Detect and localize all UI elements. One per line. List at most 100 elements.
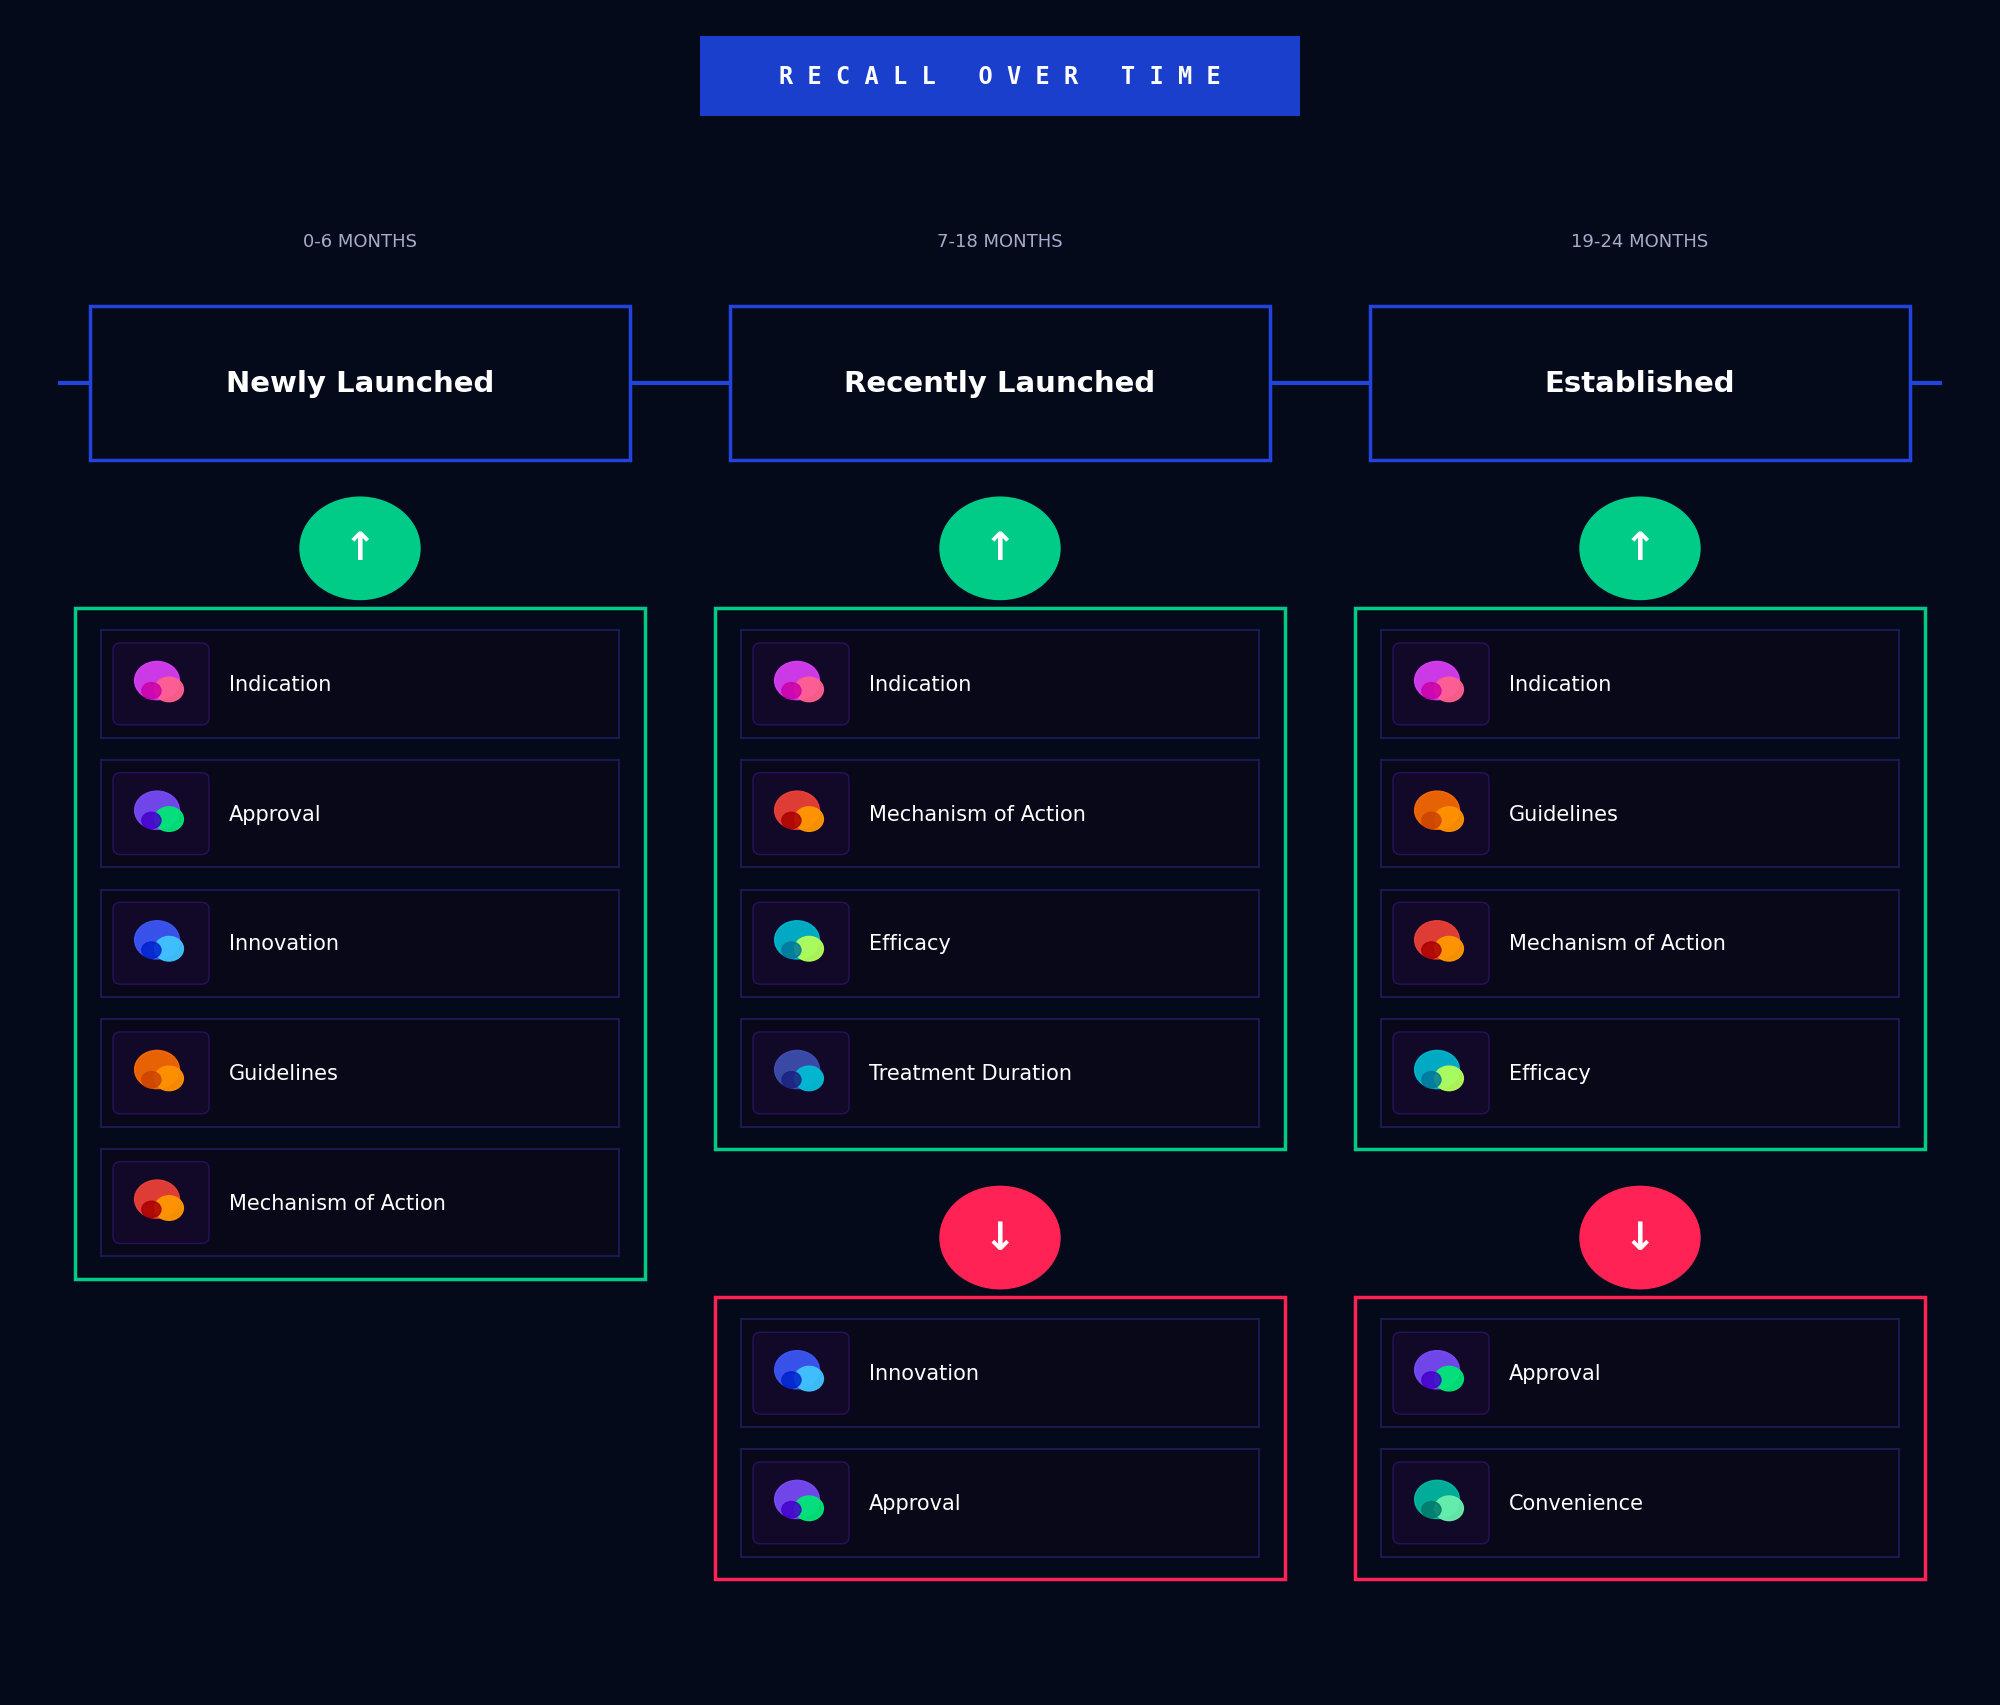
FancyBboxPatch shape <box>1380 1320 1900 1427</box>
Text: Indication: Indication <box>228 675 332 694</box>
FancyBboxPatch shape <box>742 1449 1260 1557</box>
Circle shape <box>1414 1480 1460 1519</box>
FancyBboxPatch shape <box>114 1033 210 1115</box>
FancyBboxPatch shape <box>90 307 630 460</box>
Circle shape <box>134 662 180 701</box>
FancyBboxPatch shape <box>1392 1033 1488 1115</box>
Circle shape <box>1434 938 1464 962</box>
FancyBboxPatch shape <box>114 904 210 985</box>
Circle shape <box>782 943 802 958</box>
Text: ↑: ↑ <box>1624 530 1656 568</box>
FancyBboxPatch shape <box>114 774 210 856</box>
FancyBboxPatch shape <box>716 1298 1286 1579</box>
Circle shape <box>1434 1497 1464 1521</box>
Circle shape <box>1434 1067 1464 1091</box>
Circle shape <box>794 808 824 832</box>
FancyBboxPatch shape <box>754 1033 850 1115</box>
Circle shape <box>1434 808 1464 832</box>
Text: Indication: Indication <box>870 675 972 694</box>
Circle shape <box>1434 1367 1464 1391</box>
Circle shape <box>940 498 1060 600</box>
Circle shape <box>794 1497 824 1521</box>
Circle shape <box>154 1067 184 1091</box>
FancyBboxPatch shape <box>1380 631 1900 738</box>
Circle shape <box>134 921 180 960</box>
Text: Mechanism of Action: Mechanism of Action <box>1510 934 1726 953</box>
Circle shape <box>782 1502 802 1517</box>
FancyBboxPatch shape <box>716 609 1286 1149</box>
Circle shape <box>1422 1502 1440 1517</box>
Text: Mechanism of Action: Mechanism of Action <box>228 1194 446 1212</box>
Circle shape <box>1414 662 1460 701</box>
FancyBboxPatch shape <box>1392 1333 1488 1415</box>
FancyBboxPatch shape <box>100 1149 618 1257</box>
FancyBboxPatch shape <box>1356 1298 1924 1579</box>
Text: ↑: ↑ <box>984 530 1016 568</box>
Circle shape <box>154 1197 184 1221</box>
Text: Treatment Duration: Treatment Duration <box>870 1064 1072 1083</box>
FancyBboxPatch shape <box>754 644 850 726</box>
Circle shape <box>774 921 820 960</box>
Circle shape <box>134 791 180 830</box>
FancyBboxPatch shape <box>1392 904 1488 985</box>
Circle shape <box>774 1350 820 1390</box>
Circle shape <box>774 662 820 701</box>
Circle shape <box>1422 684 1440 699</box>
Circle shape <box>142 1202 160 1217</box>
Text: ↓: ↓ <box>1624 1219 1656 1257</box>
Text: R E C A L L   O V E R   T I M E: R E C A L L O V E R T I M E <box>780 65 1220 89</box>
Circle shape <box>1414 1350 1460 1390</box>
Text: Efficacy: Efficacy <box>870 934 950 953</box>
Text: Approval: Approval <box>870 1494 962 1512</box>
FancyBboxPatch shape <box>742 1020 1260 1127</box>
Circle shape <box>300 498 420 600</box>
FancyBboxPatch shape <box>742 1320 1260 1427</box>
Text: Established: Established <box>1544 370 1736 397</box>
Circle shape <box>794 938 824 962</box>
Circle shape <box>1414 1050 1460 1089</box>
Text: Guidelines: Guidelines <box>1510 805 1618 824</box>
Circle shape <box>1580 1187 1700 1289</box>
Circle shape <box>1422 1072 1440 1088</box>
FancyBboxPatch shape <box>100 631 618 738</box>
Text: Guidelines: Guidelines <box>228 1064 338 1083</box>
Circle shape <box>1414 921 1460 960</box>
Text: Recently Launched: Recently Launched <box>844 370 1156 397</box>
FancyBboxPatch shape <box>76 609 644 1279</box>
Text: Innovation: Innovation <box>870 1364 980 1383</box>
Circle shape <box>940 1187 1060 1289</box>
Circle shape <box>794 679 824 702</box>
Circle shape <box>1422 943 1440 958</box>
FancyBboxPatch shape <box>100 890 618 997</box>
Text: Approval: Approval <box>228 805 322 824</box>
FancyBboxPatch shape <box>742 890 1260 997</box>
FancyBboxPatch shape <box>730 307 1270 460</box>
FancyBboxPatch shape <box>114 1163 210 1245</box>
Circle shape <box>1422 1373 1440 1388</box>
Circle shape <box>1434 679 1464 702</box>
FancyBboxPatch shape <box>742 631 1260 738</box>
Text: Mechanism of Action: Mechanism of Action <box>870 805 1086 824</box>
Circle shape <box>134 1050 180 1089</box>
Circle shape <box>774 1480 820 1519</box>
FancyBboxPatch shape <box>1380 1020 1900 1127</box>
Text: 19-24 MONTHS: 19-24 MONTHS <box>1572 234 1708 251</box>
FancyBboxPatch shape <box>754 904 850 985</box>
FancyBboxPatch shape <box>1380 1449 1900 1557</box>
Circle shape <box>774 791 820 830</box>
FancyBboxPatch shape <box>100 760 618 868</box>
Text: Convenience: Convenience <box>1510 1494 1644 1512</box>
Circle shape <box>782 1373 802 1388</box>
FancyBboxPatch shape <box>1392 1463 1488 1545</box>
Text: Newly Launched: Newly Launched <box>226 370 494 397</box>
Circle shape <box>782 684 802 699</box>
Circle shape <box>154 938 184 962</box>
FancyBboxPatch shape <box>1392 774 1488 856</box>
FancyBboxPatch shape <box>1380 760 1900 868</box>
Circle shape <box>782 1072 802 1088</box>
Circle shape <box>774 1050 820 1089</box>
Circle shape <box>142 943 160 958</box>
Circle shape <box>1422 813 1440 829</box>
Text: Approval: Approval <box>1510 1364 1602 1383</box>
FancyBboxPatch shape <box>1392 644 1488 726</box>
